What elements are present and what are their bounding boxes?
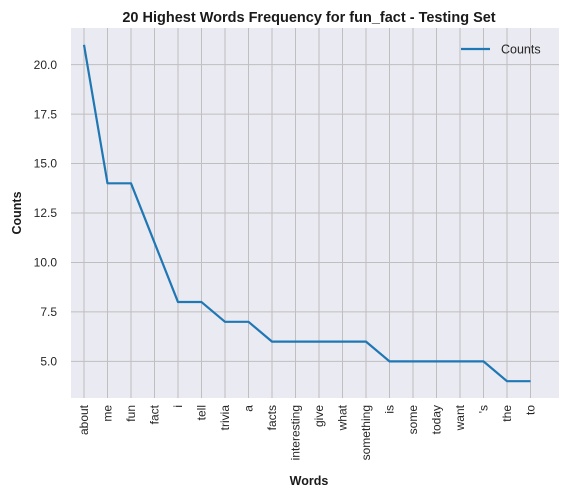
x-tick-label: i [171,405,185,408]
chart-title: 20 Highest Words Frequency for fun_fact … [122,10,495,26]
x-tick-label: some [406,405,420,435]
x-axis-ticks: about me fun fact i tell trivia a facts interesti… [77,404,538,460]
x-tick-label: fact [148,404,162,424]
y-tick-label: 7.5 [40,305,57,319]
y-tick-label: 17.5 [34,107,58,121]
x-tick-label: 's [477,405,491,413]
legend-label: Counts [501,43,541,57]
x-tick-label: a [242,405,256,412]
y-axis-label: Counts [10,191,24,234]
x-tick-label: fun [124,405,138,422]
x-tick-label: to [524,405,538,415]
y-tick-label: 5.0 [40,355,57,369]
grid [71,28,559,398]
x-tick-label: want [453,404,467,431]
y-tick-label: 20.0 [34,58,58,72]
x-tick-label: me [101,405,115,422]
x-tick-label: what [336,404,350,431]
x-tick-label: is [383,405,397,414]
x-tick-label: today [430,405,444,434]
series-line-counts [82,44,531,383]
x-tick-label: about [77,404,91,435]
y-tick-label: 15.0 [34,157,58,171]
x-tick-label: facts [265,405,279,430]
y-tick-label: 12.5 [34,206,58,220]
x-tick-label: tell [195,405,209,420]
legend: Counts [461,43,541,57]
y-axis-ticks: 5.0 7.5 10.0 12.5 15.0 17.5 20.0 [34,58,58,369]
x-tick-label: interesting [289,405,303,460]
y-tick-label: 10.0 [34,256,58,270]
x-axis-label: Words [290,474,329,488]
x-tick-label: trivia [218,405,232,431]
x-tick-label: something [359,405,373,460]
x-tick-label: give [312,405,326,427]
x-tick-label: the [500,405,514,422]
